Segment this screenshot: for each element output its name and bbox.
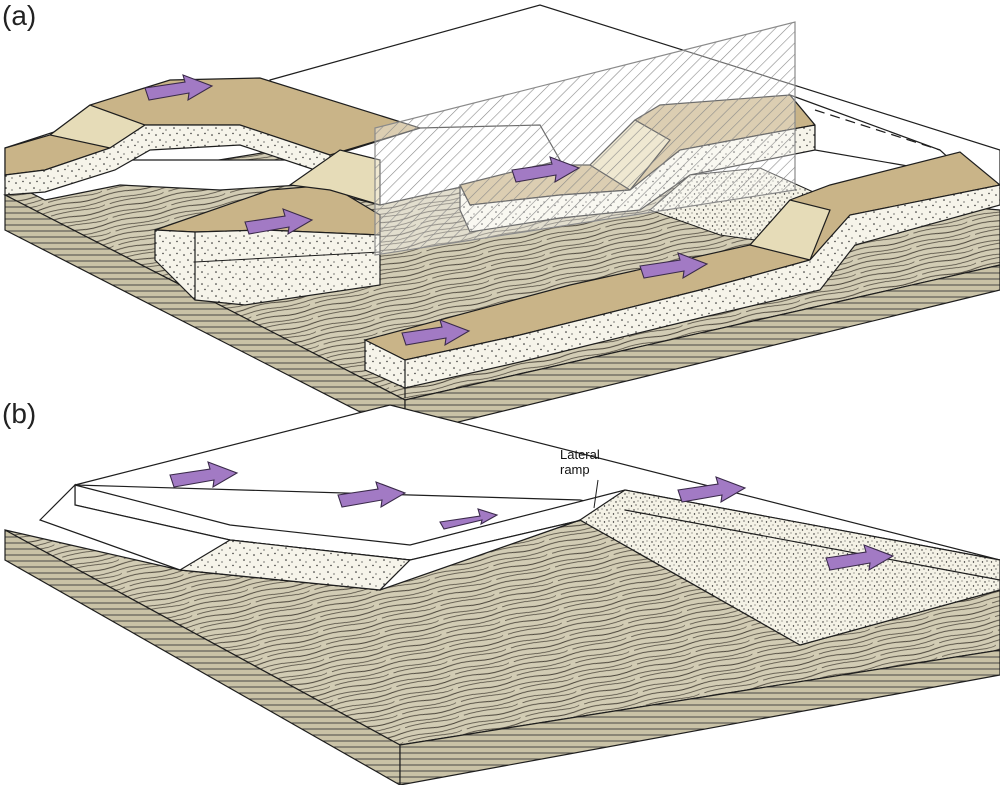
block-center-left-front <box>154 229 381 306</box>
transport-arrow <box>511 156 581 184</box>
transport-arrow <box>677 476 747 504</box>
transport-arrow <box>639 252 709 280</box>
reference-plane-b <box>74 404 1000 591</box>
hanging-wall-front-face <box>364 184 1000 389</box>
panel-b <box>4 404 1000 785</box>
transport-arrow <box>439 508 499 530</box>
lateral-ramp-label-line2: ramp <box>560 462 590 477</box>
lateral-ramp-label-line1: Lateral <box>560 447 600 462</box>
transport-arrow <box>337 481 407 509</box>
stippled-block-right-b <box>578 489 1000 646</box>
transport-arrow <box>144 74 214 102</box>
transport-arrow <box>401 319 471 347</box>
transport-arrow <box>244 208 314 236</box>
transport-arrow <box>825 544 895 572</box>
lateral-ramp-leader <box>593 479 599 509</box>
panel-a <box>3 4 1000 436</box>
basement-front-left-b <box>4 528 401 785</box>
ramp-face-front <box>748 199 831 261</box>
transport-arrow <box>169 461 239 489</box>
panel-a-label: (a) <box>2 0 37 31</box>
panel-b-label: (b) <box>2 398 37 429</box>
lateral-ramp-label: Lateral ramp <box>560 447 600 477</box>
basement-front-right-b <box>399 649 1000 785</box>
cross-section-plane <box>374 21 796 256</box>
